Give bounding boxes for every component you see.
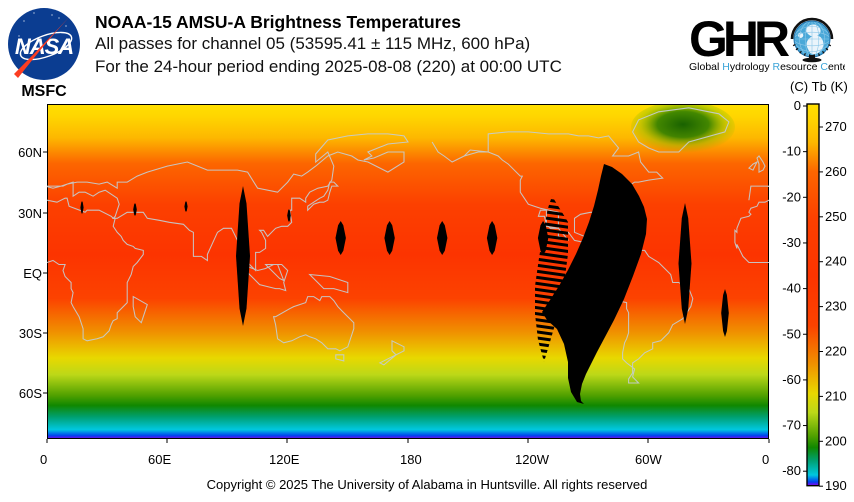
svg-text:-50: -50 <box>782 326 801 341</box>
svg-text:-40: -40 <box>782 281 801 296</box>
svg-text:210: 210 <box>825 388 847 403</box>
svg-text:270: 270 <box>825 119 847 134</box>
svg-text:200: 200 <box>825 433 847 448</box>
svg-text:240: 240 <box>825 254 847 269</box>
svg-text:220: 220 <box>825 344 847 359</box>
svg-text:0: 0 <box>794 98 801 113</box>
svg-text:-10: -10 <box>782 144 801 159</box>
svg-text:250: 250 <box>825 209 847 224</box>
svg-text:260: 260 <box>825 164 847 179</box>
svg-text:-30: -30 <box>782 235 801 250</box>
svg-text:230: 230 <box>825 299 847 314</box>
svg-text:-20: -20 <box>782 189 801 204</box>
svg-text:-80: -80 <box>782 463 801 478</box>
svg-text:-60: -60 <box>782 372 801 387</box>
svg-text:-70: -70 <box>782 418 801 433</box>
